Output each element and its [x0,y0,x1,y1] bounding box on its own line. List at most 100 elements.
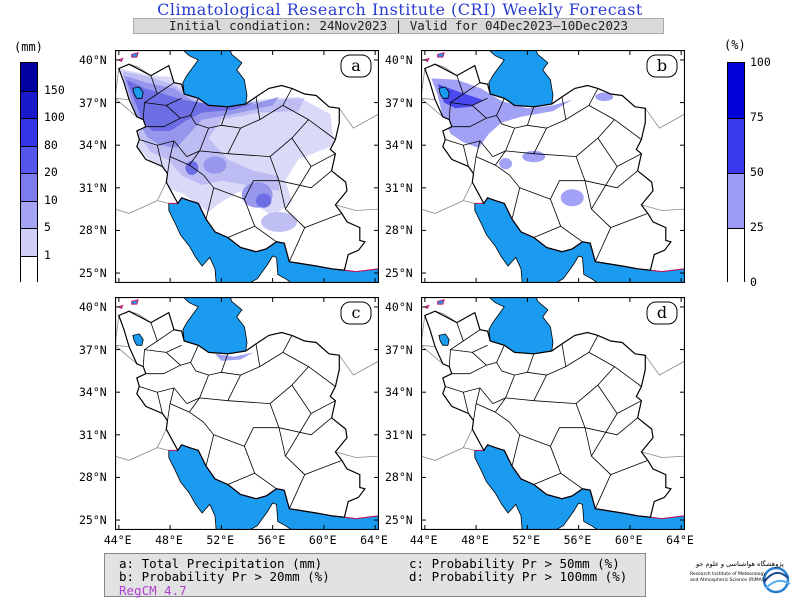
lon-label: 64°E [666,533,694,547]
neighbor-border [335,204,380,211]
province-border [451,117,487,128]
province-border [139,139,188,157]
lat-label: 25°N [79,266,107,281]
institute-logo: پژوهشگاه هواشناسی و علوم جو Research Ins… [690,556,798,596]
lat-label: 25°N [79,513,107,528]
lat-label: 28°N [385,223,413,238]
precip-area [215,352,254,361]
province-border [451,364,487,375]
panel-letter-badge [646,54,678,78]
lake [423,57,430,63]
colorbar-precip [20,62,38,283]
province-border [472,98,505,119]
map-panel-a: a [114,38,380,285]
precip-area [595,92,614,102]
colorbar-segment [21,90,37,118]
lat-label: 37°N [79,95,107,110]
panel-frame [114,49,380,284]
colorbar-segment [728,118,744,173]
colorbar-label: 100 [750,55,771,69]
colorbar-segment [21,173,37,201]
province-border [533,119,615,158]
province-border [594,474,612,509]
map-panel-c: c [114,285,380,532]
panel-frame [420,49,686,284]
lake-urmia [132,333,144,346]
iran-land [118,311,365,518]
map-panel-d: d [420,285,686,532]
neighbor-border [641,451,686,458]
neighbor-border [641,204,686,211]
province-border [227,472,255,485]
province-border [150,322,175,342]
map-canvas: a [114,38,380,285]
lat-label: 34°N [79,138,107,153]
province-border [169,156,215,220]
province-border [533,366,615,405]
province-border [462,145,469,167]
map-canvas: c [114,285,380,532]
lat-label: 28°N [79,223,107,238]
neighbor-border [420,344,444,365]
map-panel-b: b [420,38,686,285]
map-canvas: d [420,285,686,532]
province-border [240,96,261,129]
province-border [188,150,200,166]
lat-label: 37°N [385,95,413,110]
province-border [166,345,199,366]
province-border [550,446,583,490]
lake [117,304,124,310]
legend-box: a: Total Precipitation (mm) c: Probabili… [104,553,646,598]
panel-letter: d [657,303,667,322]
shading-layer [120,68,335,232]
lake [131,52,139,58]
lon-label: 44°E [409,533,438,547]
province-border [505,124,548,155]
neighbor-border [114,447,158,461]
province-border [199,124,242,155]
precip-area [185,160,199,176]
lat-label: 25°N [385,513,413,528]
lat-label: 31°N [79,180,107,195]
province-border [156,392,163,414]
colorbar-label: 0 [750,275,757,289]
logo-emblem-icon [762,566,791,594]
legend-d: d: Probability Pr > 100mm (%) [409,569,628,584]
lon-label: 56°E [257,533,286,547]
colorbar-label: 50 [750,165,764,179]
colorbar-label: 80 [44,137,58,152]
lon-label: 52°E [206,533,235,547]
panel-frame [420,296,686,531]
colorbar-segment [21,145,37,173]
precip-area [203,156,227,174]
province-border [546,96,567,129]
colorbar-probability [727,62,745,283]
province-border [450,344,488,353]
lat-label: 40°N [385,52,413,67]
province-border [166,98,199,119]
lat-label: 34°N [385,138,413,153]
lat-label: 31°N [385,180,413,195]
logo-text-en-1: Research Institute of Meteorology [690,572,766,577]
lon-label: 48°E [461,533,489,547]
panel-letter-badge [340,54,372,78]
lake [437,299,445,305]
province-border [494,150,506,166]
province-border [285,166,312,210]
colorbar-segment [728,228,744,283]
panel-letter-badge [646,301,678,325]
province-border [546,343,567,376]
lake [117,57,124,63]
lon-label: 44°E [103,533,132,547]
lat-label: 40°N [385,299,413,314]
province-border [288,474,306,509]
lat-label: 25°N [385,266,413,281]
iran-border [424,63,672,271]
precip-area [255,193,272,208]
neighbor-border [644,355,686,376]
neighbor-border [156,428,169,451]
logo-text-fa: پژوهشگاه هواشناسی و علوم جو [696,560,784,568]
lat-label: 34°N [79,385,107,400]
neighbor-border [114,344,138,365]
province-border [227,225,255,238]
